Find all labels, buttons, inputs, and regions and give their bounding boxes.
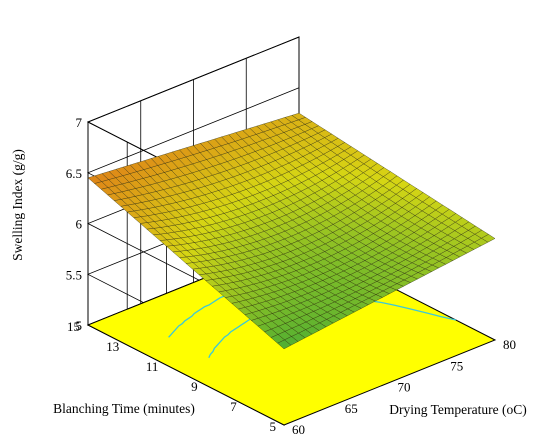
x-tick-label: 80 — [503, 337, 516, 352]
y-axis-label: Blanching Time (minutes) — [53, 401, 195, 416]
surface-cell — [291, 112, 306, 120]
z-tick-label: 5.5 — [66, 267, 82, 282]
x-tick-label: 60 — [292, 422, 305, 434]
z-tick-label: 6 — [76, 217, 83, 232]
y-tick-label: 13 — [106, 339, 119, 354]
z-tick-label: 6.5 — [66, 166, 82, 181]
z-axis-label: Swelling Index (g/g) — [10, 149, 25, 261]
y-tick-label: 11 — [146, 359, 159, 374]
x-axis-label: Drying Temperature (oC) — [389, 402, 527, 417]
x-tick-label: 65 — [345, 401, 358, 416]
z-tick-label: 7 — [76, 115, 83, 130]
response-surface — [87, 112, 496, 350]
y-tick-label: 9 — [191, 379, 198, 394]
y-tick-label: 15 — [67, 319, 80, 334]
x-tick-label: 70 — [398, 380, 411, 395]
y-tick-label: 5 — [270, 419, 277, 434]
z-tick-label: 5 — [76, 318, 83, 333]
x-tick-label: 75 — [450, 358, 463, 373]
y-tick-label: 7 — [230, 399, 237, 414]
